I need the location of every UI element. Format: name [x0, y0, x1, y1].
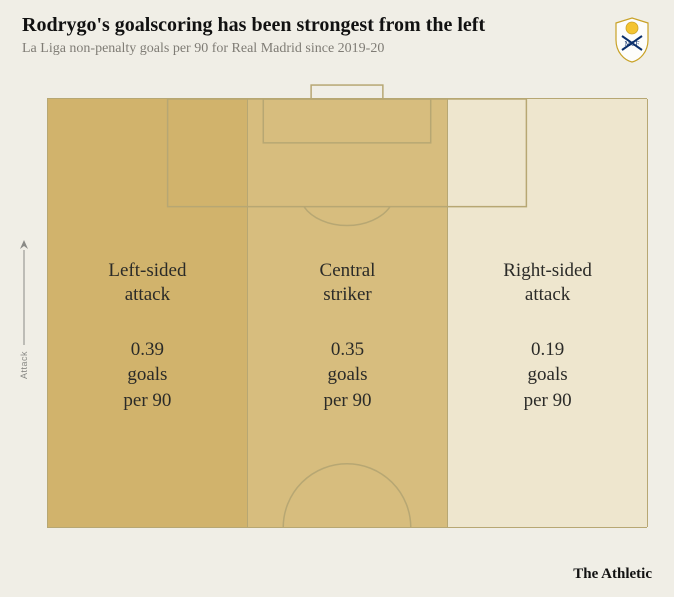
- attack-direction-arrow: Attack: [19, 240, 29, 381]
- zone-left-role: Left-sidedattack: [108, 259, 186, 307]
- source-brand: The Athletic: [573, 566, 652, 583]
- zone-left-stat: 0.39goalsper 90: [123, 337, 171, 414]
- pitch-diagram: Left-sidedattack 0.39goalsper 90 Central…: [47, 98, 647, 528]
- zone-center: Centralstriker 0.35goalsper 90: [248, 99, 448, 527]
- real-madrid-crest-icon: MCF: [612, 16, 652, 64]
- zone-right: Right-sidedattack 0.19goalsper 90: [448, 99, 648, 527]
- zone-right-role: Right-sidedattack: [503, 259, 592, 307]
- figure-canvas: Rodrygo's goalscoring has been strongest…: [0, 0, 674, 597]
- zone-left: Left-sidedattack 0.39goalsper 90: [48, 99, 248, 527]
- chart-title: Rodrygo's goalscoring has been strongest…: [22, 14, 485, 37]
- chart-subtitle: La Liga non-penalty goals per 90 for Rea…: [22, 41, 485, 57]
- zone-center-stat: 0.35goalsper 90: [323, 337, 371, 414]
- header: Rodrygo's goalscoring has been strongest…: [22, 14, 652, 64]
- zone-center-role: Centralstriker: [320, 259, 376, 307]
- title-block: Rodrygo's goalscoring has been strongest…: [22, 14, 485, 57]
- zone-right-stat: 0.19goalsper 90: [524, 337, 572, 414]
- attack-label: Attack: [19, 351, 29, 379]
- svg-text:MCF: MCF: [625, 40, 640, 48]
